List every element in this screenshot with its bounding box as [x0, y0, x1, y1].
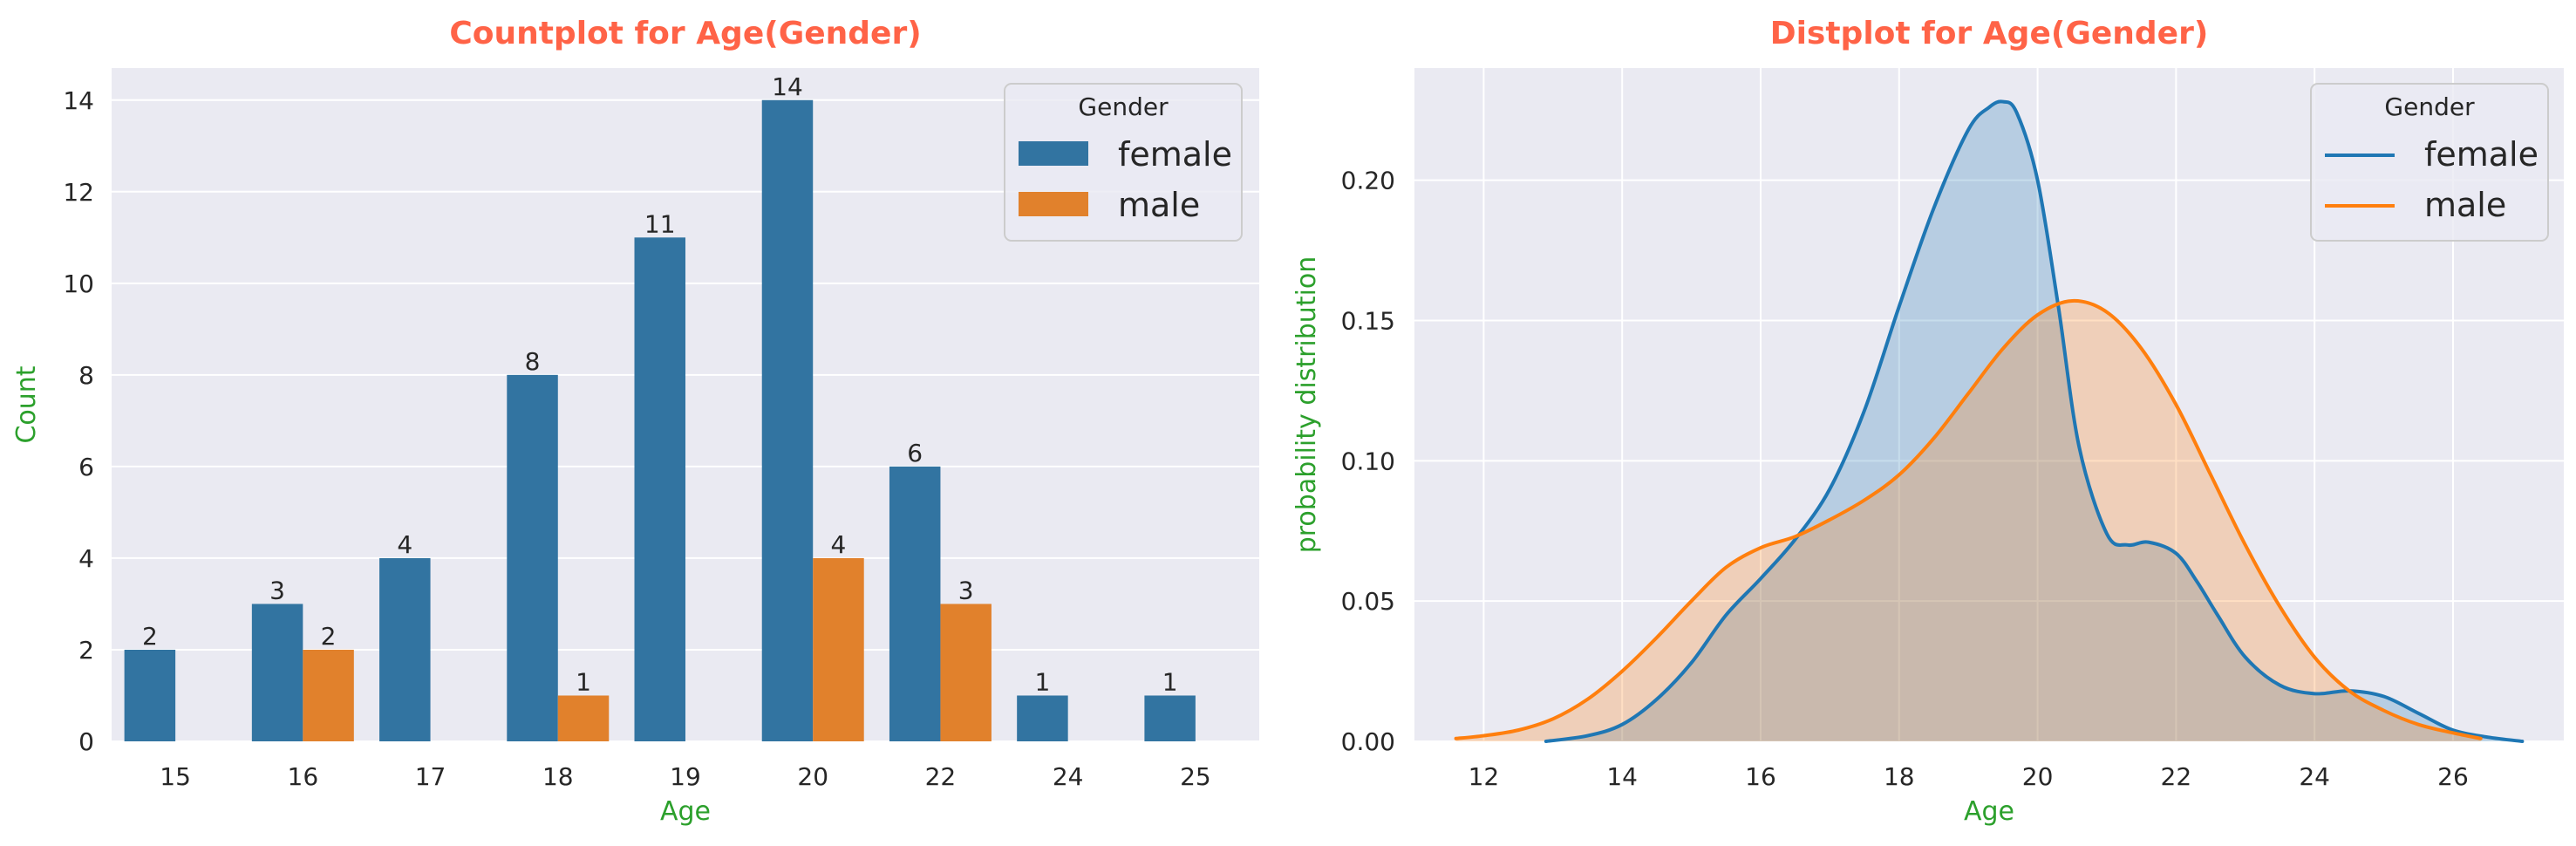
countplot-y-ticks: 0 2 4 6 8 10 12 14: [63, 86, 94, 756]
distplot-y-axis-label: probability distribution: [1291, 256, 1322, 554]
distplot-grid: [1414, 68, 2564, 742]
countplot-x-tick-label: 24: [1053, 762, 1084, 791]
distplot-x-tick-label: 12: [1469, 762, 1500, 791]
distplot-y-tick-label: 0.15: [1341, 307, 1395, 336]
countplot-legend-swatch-female: [1019, 141, 1088, 166]
countplot-legend: Gender female male: [1004, 83, 1243, 242]
countplot-y-tick-label: 0: [78, 727, 94, 756]
distplot-y-ticks: 0.00 0.05 0.10 0.15 0.20: [1341, 167, 1395, 756]
countplot-legend-label-female: female: [1118, 135, 1232, 174]
distplot-y-tick-label: 0.05: [1341, 587, 1395, 616]
countplot-bar-female: [124, 649, 176, 741]
distplot-x-tick-label: 14: [1606, 762, 1638, 791]
distplot-area-female: [1545, 101, 2523, 742]
countplot-x-tick-label: 25: [1180, 762, 1211, 791]
countplot-legend-swatch-male: [1019, 192, 1088, 216]
distplot-line-female: [1544, 99, 2525, 743]
countplot-bar-value-label: 3: [269, 576, 285, 604]
countplot-bar-female: [1017, 695, 1068, 741]
countplot-x-axis-label: Age: [660, 796, 711, 827]
countplot-bar-value-label: 4: [831, 530, 847, 559]
countplot-bar-value-label: 11: [644, 209, 676, 238]
distplot-legend-box: [2310, 83, 2549, 242]
countplot-bar-female: [251, 604, 303, 741]
distplot-legend: Gender female male: [2310, 83, 2549, 242]
distplot-x-ticks: 12 14 16 18 20 22 24 26: [1469, 762, 2469, 791]
countplot-y-tick-label: 14: [63, 86, 94, 115]
distplot-x-tick-label: 18: [1884, 762, 1915, 791]
countplot-x-tick-label: 20: [797, 762, 828, 791]
distplot-chart: Distplot for Age(Gender) 0.00 0.05 0.10 0.1…: [1291, 16, 2564, 827]
countplot-legend-label-male: male: [1118, 186, 1200, 224]
countplot-bar-female: [761, 99, 814, 741]
distplot-line-male: [1454, 298, 2483, 740]
countplot-bar-female: [889, 466, 941, 741]
countplot-chart: Countplot for Age(Gender) 23248111144631…: [11, 16, 1259, 827]
countplot-bar-value-label: 14: [772, 72, 803, 101]
countplot-bar-female: [379, 557, 431, 741]
distplot-y-tick-label: 0.20: [1341, 167, 1395, 195]
countplot-y-tick-label: 12: [63, 178, 94, 207]
countplot-legend-title: Gender: [1078, 92, 1169, 121]
countplot-bar-value-label: 4: [397, 530, 412, 559]
distplot-legend-title: Gender: [2384, 92, 2475, 121]
countplot-y-tick-label: 4: [78, 544, 94, 573]
countplot-bar-female: [634, 237, 685, 741]
countplot-x-tick-label: 18: [542, 762, 574, 791]
countplot-bar-value-label: 1: [1162, 667, 1178, 696]
distplot-x-tick-label: 24: [2299, 762, 2330, 791]
countplot-y-axis-label: Count: [11, 365, 42, 443]
distplot-legend-label-male: male: [2424, 186, 2506, 224]
countplot-y-tick-label: 10: [63, 269, 94, 298]
countplot-x-tick-label: 16: [288, 762, 319, 791]
distplot-x-tick-label: 26: [2437, 762, 2469, 791]
countplot-y-tick-label: 2: [78, 636, 94, 665]
distplot-legend-label-female: female: [2424, 135, 2539, 174]
countplot-bar-value-label: 1: [1035, 667, 1051, 696]
countplot-bar-male: [303, 649, 354, 741]
distplot-x-axis-label: Age: [1964, 796, 2014, 827]
countplot-x-tick-label: 22: [925, 762, 957, 791]
distplot-title: Distplot for Age(Gender): [1770, 16, 2209, 51]
countplot-bar-male: [940, 604, 992, 741]
countplot-bar-female: [1144, 695, 1196, 741]
distplot-density-lines: [1454, 99, 2525, 743]
countplot-bar-male: [813, 557, 864, 741]
countplot-x-tick-label: 17: [415, 762, 446, 791]
countplot-x-ticks: 15 16 17 18 19 20 22 24 25: [160, 762, 1210, 791]
countplot-y-tick-label: 6: [78, 453, 94, 481]
countplot-x-tick-label: 15: [160, 762, 191, 791]
distplot-x-tick-label: 20: [2022, 762, 2054, 791]
countplot-bar-value-label: 2: [321, 622, 337, 651]
countplot-bar-value-label: 6: [907, 439, 923, 467]
countplot-y-tick-label: 8: [78, 361, 94, 390]
countplot-bar-value-label: 1: [576, 667, 591, 696]
countplot-bar-female: [507, 374, 558, 741]
countplot-bar-value-label: 3: [958, 576, 974, 604]
distplot-x-tick-label: 16: [1745, 762, 1776, 791]
distplot-y-tick-label: 0.00: [1341, 727, 1395, 756]
distplot-y-tick-label: 0.10: [1341, 447, 1395, 475]
countplot-title: Countplot for Age(Gender): [449, 16, 921, 51]
countplot-bar-value-label: 2: [142, 622, 158, 651]
countplot-bar-value-label: 8: [525, 347, 541, 376]
countplot-bars: [124, 99, 1196, 741]
countplot-bar-male: [557, 695, 610, 741]
countplot-x-tick-label: 19: [670, 762, 701, 791]
distplot-x-tick-label: 22: [2161, 762, 2192, 791]
